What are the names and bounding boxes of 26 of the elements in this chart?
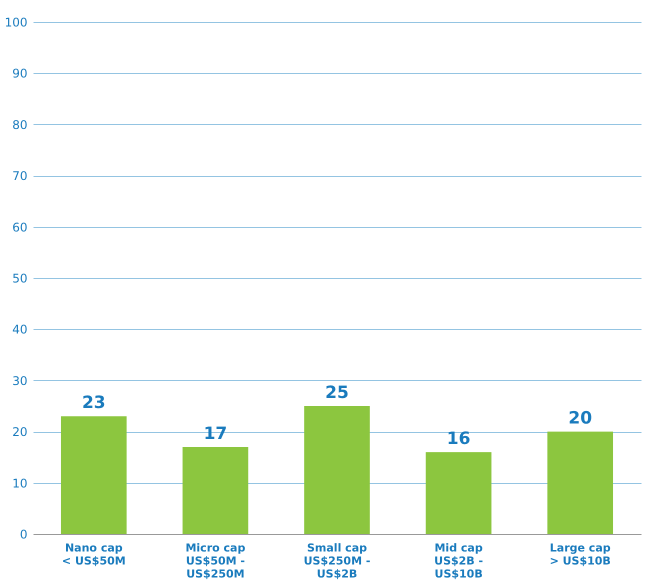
data-label: 16 [446,429,470,450]
bar [426,452,492,534]
y-tick-label: 30 [12,374,28,388]
bar [60,416,127,534]
y-tick-label: 100 [4,16,28,30]
bar [547,432,614,534]
x-tick-label: Small cap US$250M - US$2B [304,542,370,580]
bar [182,446,248,534]
x-tick-label: Large cap > US$10B [550,542,611,568]
y-tick-label: 0 [20,528,28,542]
y-tick-label: 40 [12,322,28,337]
data-label: 20 [568,408,592,429]
data-label: 23 [82,393,106,414]
x-tick-label: Micro cap US$50M - US$250M [185,542,246,580]
x-tick-label: Nano cap < US$50M [62,542,126,568]
y-tick-label: 10 [12,476,28,490]
data-label: 25 [325,383,349,403]
data-label: 17 [204,424,228,444]
y-tick-label: 80 [12,118,28,132]
y-tick-label: 90 [12,66,28,81]
y-tick-label: 70 [12,169,28,184]
y-tick-label: 50 [12,272,28,286]
x-tick-label: Mid cap US$2B - US$10B [434,542,484,580]
bar [304,406,370,534]
y-tick-label: 60 [12,220,28,234]
y-tick-label: 20 [12,425,28,440]
